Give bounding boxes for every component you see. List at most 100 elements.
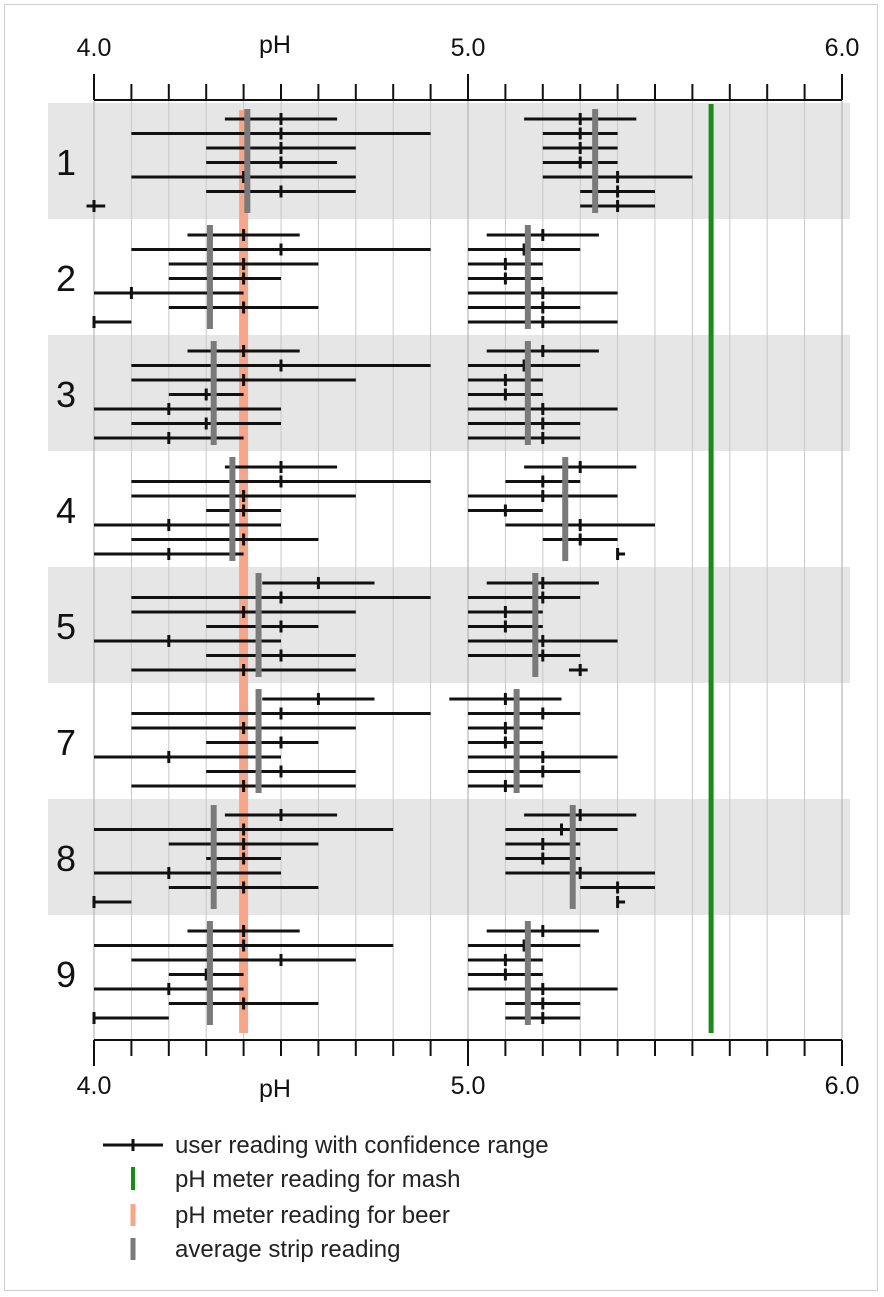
user-reading bbox=[92, 316, 132, 328]
row-bands bbox=[48, 103, 850, 915]
user-reading bbox=[468, 403, 618, 415]
row-band bbox=[48, 799, 850, 915]
bottom-tick-label: 4.0 bbox=[77, 1072, 112, 1100]
user-reading bbox=[468, 606, 543, 618]
user-reading bbox=[505, 997, 581, 1010]
user-reading bbox=[505, 838, 581, 850]
row-band bbox=[48, 103, 850, 219]
legend-item-user: user reading with confidence range bbox=[103, 1132, 549, 1159]
user-reading bbox=[94, 548, 244, 560]
user-reading bbox=[187, 925, 300, 937]
user-reading bbox=[131, 359, 431, 372]
user-reading bbox=[468, 780, 543, 792]
row-label: 8 bbox=[56, 838, 76, 879]
user-reading bbox=[94, 519, 281, 531]
user-reading bbox=[206, 504, 281, 517]
user-reading bbox=[168, 968, 244, 981]
user-reading bbox=[468, 432, 581, 444]
row-label: 9 bbox=[56, 954, 76, 995]
user-reading bbox=[505, 475, 581, 488]
user-reading bbox=[468, 417, 581, 430]
user-reading bbox=[616, 896, 626, 908]
user-reading bbox=[168, 838, 319, 850]
average-strip-readings bbox=[206, 109, 599, 1025]
bottom-tick-label: 5.0 bbox=[451, 1072, 486, 1100]
legend-label-mash: pH meter reading for mash bbox=[175, 1166, 460, 1193]
user-reading bbox=[468, 243, 581, 256]
row-label: 1 bbox=[56, 142, 76, 183]
row-label: 2 bbox=[56, 258, 76, 299]
user-reading bbox=[92, 896, 132, 908]
user-reading bbox=[542, 127, 618, 140]
user-reading bbox=[94, 432, 244, 444]
user-reading bbox=[468, 316, 618, 328]
user-reading bbox=[206, 852, 281, 865]
user-reading bbox=[468, 649, 581, 662]
user-reading bbox=[168, 301, 319, 314]
user-reading bbox=[94, 823, 394, 836]
user-reading bbox=[468, 954, 543, 966]
user-reading bbox=[505, 823, 618, 836]
user-reading bbox=[131, 171, 356, 183]
user-reading bbox=[206, 649, 356, 662]
user-reading bbox=[131, 606, 356, 618]
user-reading bbox=[94, 635, 281, 647]
user-reading bbox=[486, 925, 599, 937]
user-reading bbox=[131, 475, 431, 488]
top-tick-label: 5.0 bbox=[451, 34, 486, 62]
legend-label-beer: pH meter reading for beer bbox=[175, 1202, 450, 1229]
user-reading bbox=[262, 577, 375, 589]
user-reading bbox=[468, 983, 618, 995]
user-reading bbox=[468, 359, 581, 372]
user-reading bbox=[524, 809, 637, 821]
user-reading bbox=[468, 635, 618, 647]
user-reading bbox=[542, 156, 618, 169]
user-reading bbox=[468, 722, 543, 734]
row-label: 4 bbox=[56, 490, 76, 531]
user-reading bbox=[616, 548, 626, 560]
user-reading bbox=[187, 229, 300, 241]
user-reading bbox=[206, 156, 338, 169]
user-reading bbox=[131, 664, 356, 676]
user-reading bbox=[486, 577, 599, 589]
user-reading bbox=[168, 997, 319, 1010]
top-tick-label: 6.0 bbox=[825, 34, 860, 62]
user-reading bbox=[168, 881, 319, 894]
axes: 4.0 4.0 5.0 5.0 6.0 6.0 bbox=[77, 34, 860, 1100]
legend-item-mash: pH meter reading for mash bbox=[131, 1166, 460, 1193]
user-reading bbox=[468, 968, 543, 981]
user-reading bbox=[206, 765, 356, 778]
user-reading bbox=[468, 736, 543, 749]
gridlines bbox=[93, 100, 843, 1040]
user-reading bbox=[206, 185, 356, 198]
user-reading bbox=[94, 403, 281, 415]
user-reading bbox=[224, 809, 338, 821]
user-reading bbox=[94, 751, 281, 763]
row-label: 7 bbox=[56, 722, 76, 763]
user-reading bbox=[505, 1012, 581, 1024]
user-reading bbox=[187, 345, 300, 357]
user-reading bbox=[131, 490, 356, 502]
user-reading bbox=[468, 258, 543, 270]
row-label: 3 bbox=[56, 374, 76, 415]
user-reading bbox=[94, 867, 281, 879]
row-band bbox=[48, 567, 850, 683]
user-reading bbox=[468, 939, 581, 952]
user-reading bbox=[468, 287, 618, 299]
user-reading bbox=[168, 272, 281, 285]
user-reading bbox=[224, 461, 338, 473]
user-reading bbox=[206, 736, 319, 749]
user-reading bbox=[206, 620, 319, 633]
user-reading bbox=[542, 533, 618, 546]
user-reading bbox=[542, 142, 618, 154]
user-reading bbox=[131, 954, 356, 966]
user-reading bbox=[505, 852, 581, 865]
legend-item-beer: pH meter reading for beer bbox=[130, 1202, 450, 1229]
user-reading bbox=[449, 693, 562, 705]
user-reading bbox=[94, 983, 244, 995]
user-reading bbox=[131, 707, 431, 720]
user-reading bbox=[468, 301, 581, 314]
user-reading bbox=[542, 171, 693, 183]
user-reading bbox=[168, 258, 319, 270]
